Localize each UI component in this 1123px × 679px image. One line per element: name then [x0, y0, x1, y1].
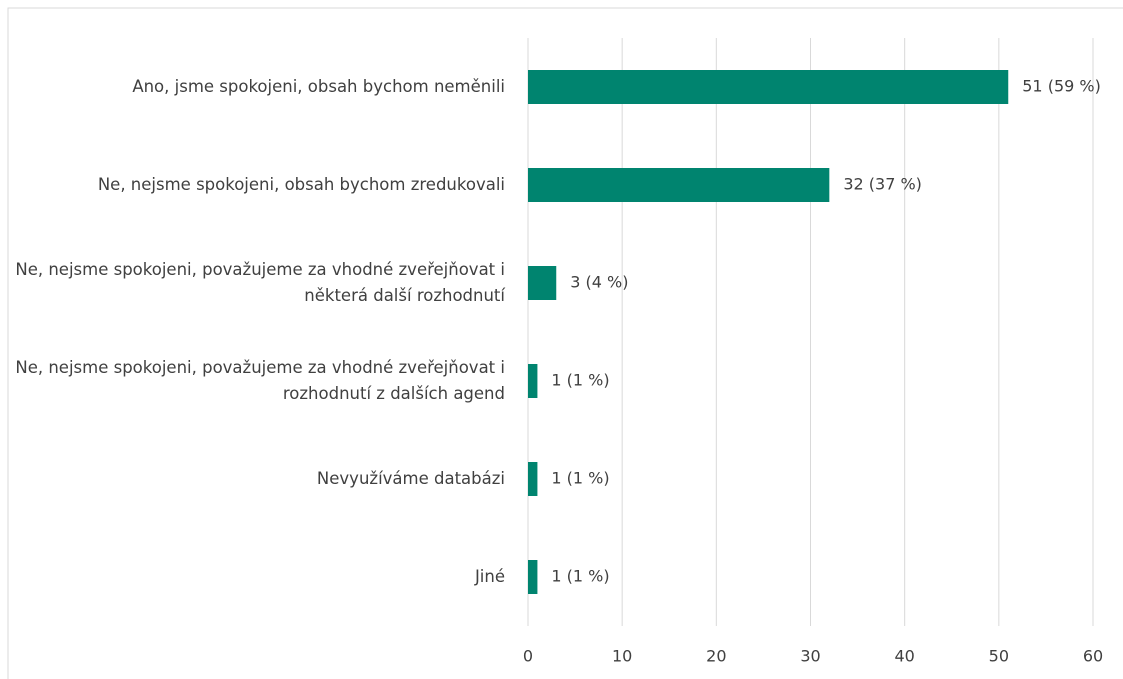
bar — [528, 168, 830, 202]
x-tick-label: 30 — [800, 647, 820, 666]
bar — [528, 462, 538, 496]
data-label: 3 (4 %) — [570, 273, 628, 292]
y-tick-label: Nevyužíváme databázi — [316, 469, 505, 488]
x-tick-label: 20 — [706, 647, 726, 666]
y-tick-label: Ne, nejsme spokojeni, považujeme za vhod… — [15, 358, 505, 403]
bar — [528, 266, 557, 300]
y-tick-label: Jiné — [474, 567, 505, 586]
data-label: 51 (59 %) — [1022, 77, 1101, 96]
data-label: 1 (1 %) — [551, 567, 609, 586]
bar — [528, 70, 1009, 104]
x-tick-label: 40 — [894, 647, 914, 666]
x-tick-label: 10 — [612, 647, 632, 666]
x-tick-label: 60 — [1083, 647, 1103, 666]
x-tick-label: 50 — [989, 647, 1009, 666]
y-tick-label: Ne, nejsme spokojeni, považujeme za vhod… — [15, 260, 505, 305]
x-tick-label: 0 — [523, 647, 533, 666]
y-tick-label: Ne, nejsme spokojeni, obsah bychom zredu… — [97, 175, 505, 194]
data-label: 1 (1 %) — [551, 469, 609, 488]
y-tick-label: Ano, jsme spokojeni, obsah bychom neměni… — [132, 77, 505, 96]
data-label: 32 (37 %) — [843, 175, 922, 194]
data-label: 1 (1 %) — [551, 371, 609, 390]
bar — [528, 560, 538, 594]
chart-border — [7, 7, 1123, 679]
bar — [528, 364, 538, 398]
